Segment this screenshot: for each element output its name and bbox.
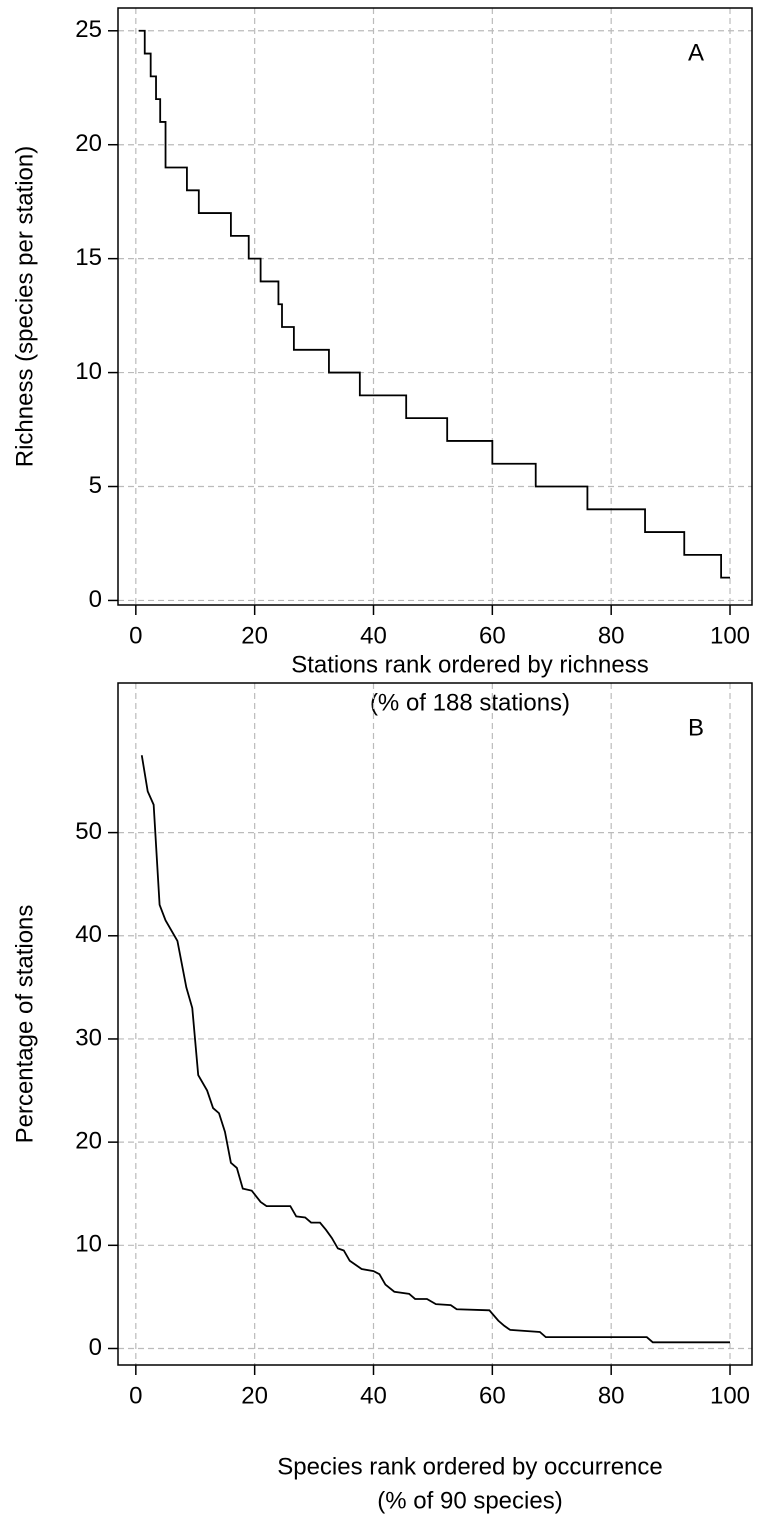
x-tick-label: 60 <box>479 622 506 649</box>
x-tick-label: 80 <box>598 1382 625 1409</box>
x-tick-label: 60 <box>479 1382 506 1409</box>
data-line <box>138 29 731 579</box>
x-axis-label: (% of 188 stations) <box>370 689 570 716</box>
y-tick-label: 5 <box>89 472 102 499</box>
y-tick-label: 0 <box>89 1334 102 1361</box>
x-axis-label: (% of 90 species) <box>377 1487 562 1514</box>
x-axis-label: Stations rank ordered by richness <box>291 651 649 678</box>
data-line <box>140 755 731 1344</box>
panel-label: A <box>688 39 704 66</box>
y-axis-label: Percentage of stations <box>11 905 38 1144</box>
x-tick-label: 80 <box>598 622 625 649</box>
y-tick-label: 10 <box>75 1231 102 1258</box>
y-tick-label: 40 <box>75 921 102 948</box>
x-tick-label: 0 <box>129 622 142 649</box>
y-tick-label: 20 <box>75 1127 102 1154</box>
x-tick-label: 40 <box>360 622 387 649</box>
y-tick-label: 15 <box>75 244 102 271</box>
y-tick-label: 0 <box>89 586 102 613</box>
x-tick-label: 100 <box>710 1382 750 1409</box>
x-tick-label: 20 <box>241 1382 268 1409</box>
y-tick-label: 50 <box>75 818 102 845</box>
x-tick-label: 0 <box>129 1382 142 1409</box>
x-tick-label: 40 <box>360 1382 387 1409</box>
y-axis-label: Richness (species per station) <box>11 146 38 467</box>
y-tick-label: 10 <box>75 358 102 385</box>
x-axis-label: Species rank ordered by occurrence <box>277 1453 663 1480</box>
plot-frame <box>117 7 753 606</box>
x-tick-label: 20 <box>241 622 268 649</box>
panel-label: B <box>688 714 704 741</box>
x-tick-label: 100 <box>710 622 750 649</box>
y-tick-label: 20 <box>75 130 102 157</box>
y-tick-label: 30 <box>75 1024 102 1051</box>
y-tick-label: 25 <box>75 16 102 43</box>
plot-frame <box>117 682 753 1366</box>
